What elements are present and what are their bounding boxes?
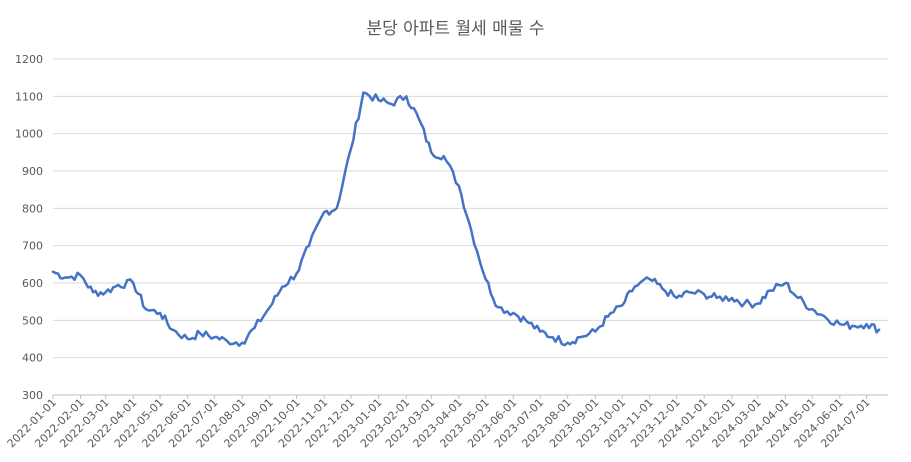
data-point (512, 312, 514, 314)
data-point (811, 308, 813, 310)
data-point (104, 291, 106, 293)
data-point (497, 306, 499, 308)
data-point (362, 91, 364, 93)
data-point (117, 284, 119, 286)
data-point (213, 336, 215, 338)
y-tick-label: 500 (22, 314, 43, 327)
data-point (295, 273, 297, 275)
data-point (784, 282, 786, 284)
data-point (743, 302, 745, 304)
data-point (377, 99, 379, 101)
data-point (731, 297, 733, 299)
data-point (649, 278, 651, 280)
data-point (878, 329, 880, 331)
chart-title: 분당 아파트 월세 매물 수 (366, 19, 545, 39)
data-point (336, 207, 338, 209)
data-point (241, 342, 243, 344)
series-line (51, 91, 881, 347)
data-point (621, 304, 623, 306)
data-point (703, 293, 705, 295)
data-point (525, 319, 527, 321)
data-point (485, 278, 487, 280)
data-point (458, 185, 460, 187)
data-point (253, 327, 255, 329)
data-point (187, 338, 189, 340)
data-point (418, 118, 420, 120)
data-point (675, 297, 677, 299)
data-point (226, 340, 228, 342)
data-point (539, 330, 541, 332)
data-point (769, 289, 771, 291)
y-tick-label: 900 (22, 165, 43, 178)
y-tick-label: 400 (22, 352, 43, 365)
data-point (633, 286, 635, 288)
data-point (661, 287, 663, 289)
data-point (607, 315, 609, 317)
data-point (716, 297, 718, 299)
data-point (824, 315, 826, 317)
y-tick-label: 300 (22, 389, 43, 402)
data-point (443, 155, 445, 157)
data-point (688, 291, 690, 293)
data-point (159, 312, 161, 314)
data-point (145, 308, 147, 310)
data-point (865, 323, 867, 325)
data-point (430, 151, 432, 153)
data-point (323, 211, 325, 213)
y-tick-label: 600 (22, 277, 43, 290)
y-tick-label: 700 (22, 240, 43, 253)
data-point (308, 245, 310, 247)
data-point (551, 336, 553, 338)
data-point (839, 323, 841, 325)
data-point (579, 336, 581, 338)
data-point (350, 147, 352, 149)
data-point (405, 95, 407, 97)
y-tick-label: 1200 (15, 53, 43, 66)
y-tick-label: 1100 (15, 90, 43, 103)
data-point (470, 230, 472, 232)
data-point (567, 342, 569, 344)
data-point (757, 302, 759, 304)
data-point (80, 274, 82, 276)
data-point (797, 297, 799, 299)
y-tick-label: 1000 (15, 128, 43, 141)
data-point (594, 330, 596, 332)
data-point (132, 282, 134, 284)
data-point (281, 286, 283, 288)
y-tick-label: 800 (22, 202, 43, 215)
data-point (171, 329, 173, 331)
data-point (64, 276, 66, 278)
data-point (269, 306, 271, 308)
data-point (52, 271, 54, 273)
data-point (851, 325, 853, 327)
data-point (92, 291, 94, 293)
data-point (390, 103, 392, 105)
data-point (199, 332, 201, 334)
